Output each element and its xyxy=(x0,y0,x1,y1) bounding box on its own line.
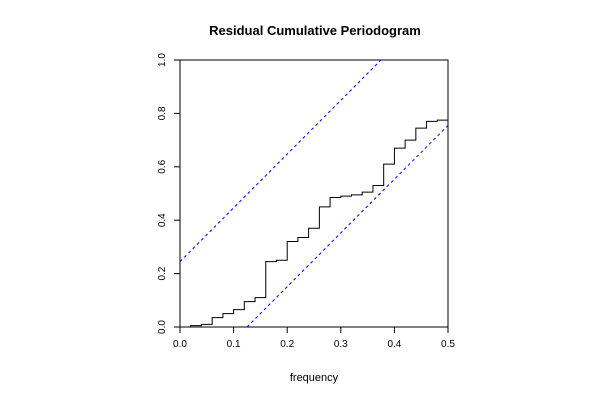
x-tick-label: 0.0 xyxy=(173,339,187,350)
y-tick-label: 0.4 xyxy=(157,213,168,227)
x-tick-label: 0.5 xyxy=(441,339,455,350)
x-tick-label: 0.1 xyxy=(227,339,241,350)
x-axis: 0.0 0.1 0.2 0.3 0.4 0.5 xyxy=(173,327,455,350)
cumulative-periodogram-step-line xyxy=(180,60,449,328)
y-tick-label: 0.6 xyxy=(157,159,168,173)
plot-frame xyxy=(179,59,449,328)
upper-confidence-band-line xyxy=(179,59,382,262)
x-tick-label: 0.4 xyxy=(387,339,401,350)
y-tick-label: 0.0 xyxy=(157,320,168,334)
series-layer xyxy=(179,59,449,328)
x-tick-label: 0.3 xyxy=(334,339,348,350)
lower-confidence-band-line xyxy=(246,125,449,328)
y-tick-label: 1.0 xyxy=(157,53,168,67)
x-axis-label: frequency xyxy=(290,372,339,384)
y-tick-label: 0.8 xyxy=(157,106,168,120)
y-tick-label: 0.2 xyxy=(157,266,168,280)
chart-title: Residual Cumulative Periodogram xyxy=(209,23,421,38)
y-axis: 0.0 0.2 0.4 0.6 0.8 1.0 xyxy=(157,53,180,334)
x-tick-label: 0.2 xyxy=(280,339,294,350)
